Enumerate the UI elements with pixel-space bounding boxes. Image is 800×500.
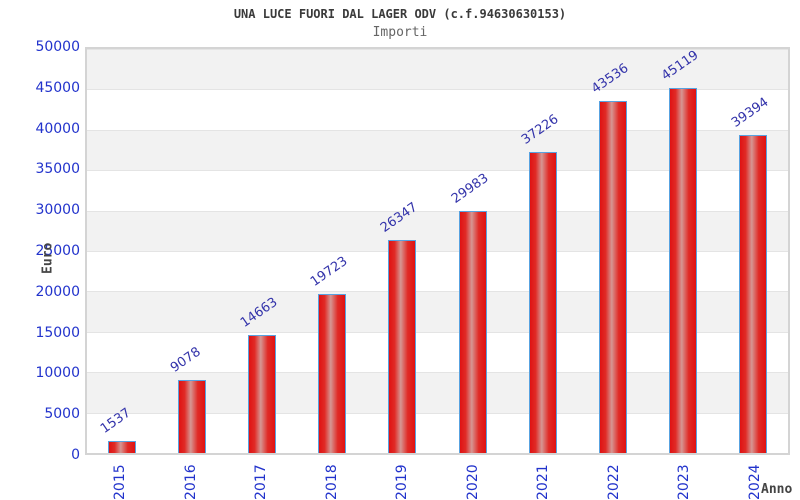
bar-2019 [388, 240, 417, 453]
y-tick-label: 5000 [44, 406, 80, 423]
bar-column: 26347 [367, 49, 437, 453]
bar-2018 [318, 293, 347, 453]
y-tick-label: 20000 [35, 283, 80, 300]
bar-2016 [178, 379, 207, 453]
bar-column: 45119 [648, 48, 718, 453]
y-axis-title: Euro [40, 242, 56, 274]
bar-value-label: 29983 [448, 170, 491, 207]
bar-value-label: 26347 [378, 199, 421, 236]
plot-area: 1537 9078 14663 19723 26347 29983 37226 43536 45… [85, 47, 790, 455]
bar-column: 1537 [87, 49, 157, 453]
bar-value-label: 1537 [98, 405, 134, 437]
bar-column: 29983 [437, 49, 507, 453]
x-tick-label: 2017 [253, 464, 270, 500]
bar-column: 43536 [578, 49, 648, 453]
bar-value-label: 37226 [518, 112, 562, 149]
y-tick-label: 35000 [35, 161, 80, 178]
bar-2023 [668, 88, 697, 453]
bar-series: 1537 9078 14663 19723 26347 29983 37226 43536 45… [87, 48, 788, 453]
bar-value-label: 9078 [168, 344, 204, 376]
y-tick-label: 50000 [35, 39, 80, 55]
chart-title: UNA LUCE FUORI DAL LAGER ODV (c.f.946306… [233, 7, 567, 21]
x-tick-label: 2015 [112, 464, 129, 500]
chart-subtitle: Importi [372, 25, 428, 40]
bar-column: 37226 [508, 49, 578, 453]
bar-column: 14663 [227, 49, 297, 453]
bar-value-label: 14663 [238, 294, 281, 331]
x-tick-label: 2021 [535, 464, 552, 500]
bar-2015 [108, 440, 137, 453]
y-tick-label: 40000 [35, 120, 80, 137]
bar-value-label: 43536 [588, 61, 632, 98]
bar-value-label: 19723 [308, 253, 351, 290]
bar-value-label: 45119 [658, 48, 702, 85]
bar-2017 [248, 334, 277, 453]
x-tick-label: 2020 [464, 464, 481, 500]
bar-column: 9078 [157, 49, 227, 453]
bar-column: 39394 [718, 49, 788, 453]
bar-2024 [738, 134, 767, 453]
bar-2022 [598, 101, 627, 453]
x-axis-title: Anno [761, 482, 793, 497]
x-tick-label: 2023 [676, 464, 693, 500]
plot-band [87, 49, 788, 90]
bar-column: 19723 [297, 49, 367, 453]
y-tick-label: 30000 [35, 202, 80, 219]
y-tick-label: 0 [71, 447, 80, 463]
x-tick-label: 2018 [323, 464, 340, 500]
bar-2021 [528, 152, 557, 453]
x-tick-label: 2016 [182, 464, 199, 500]
y-tick-label: 25000 [35, 243, 80, 259]
y-tick-label: 10000 [35, 365, 80, 382]
y-tick-label: 45000 [35, 79, 80, 96]
bar-value-label: 39394 [728, 94, 772, 131]
x-tick-label: 2019 [394, 464, 411, 500]
bar-2020 [458, 210, 487, 453]
y-tick-label: 15000 [35, 324, 80, 341]
x-tick-label: 2022 [605, 464, 622, 500]
